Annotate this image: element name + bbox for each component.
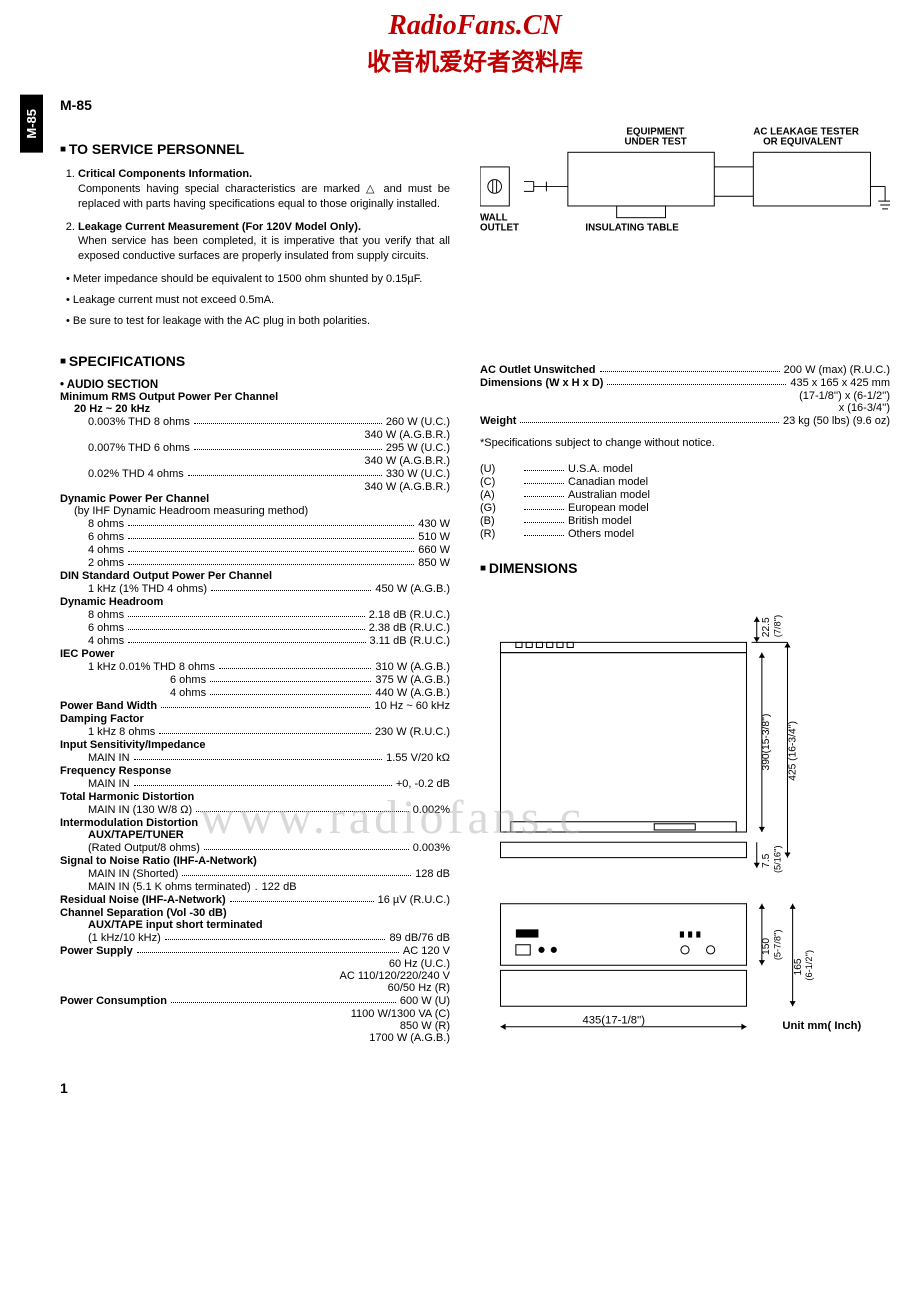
ps-v2: 60 Hz (U.C.): [60, 958, 450, 970]
dim-h-body: 390(15-3/8''): [761, 713, 772, 770]
note-1-title: Critical Components Information.: [78, 168, 252, 180]
dim-front-h2: 165: [793, 958, 804, 975]
spec-header: SPECIFICATIONS: [60, 353, 450, 369]
thd8-v2: 340 W (A.G.B.R.): [60, 429, 450, 441]
dim-front-h1: 150: [761, 937, 772, 954]
watermark-header: RadioFans.CN 收音机爱好者资料库: [60, 10, 890, 77]
fr-row: MAIN IN+0, -0.2 dB: [60, 778, 450, 790]
svg-text:(7/8''): (7/8''): [772, 614, 782, 636]
sens-row: MAIN IN1.55 V/20 kΩ: [60, 752, 450, 764]
ac-outlet-row: AC Outlet Unswitched200 W (max) (R.U.C.): [480, 364, 890, 376]
dimensions-diagram: 22.5 (7/8'') 390(15-3/8'') 425 (16-3/4''…: [480, 586, 890, 1058]
sens-label: Input Sensitivity/Impedance: [60, 739, 450, 751]
freq-range: 20 Hz ~ 20 kHz: [60, 403, 450, 415]
dim-unit: Unit mm( Inch): [782, 1019, 861, 1031]
note-2: Leakage Current Measurement (For 120V Mo…: [78, 220, 450, 265]
spec-notice: *Specifications subject to change withou…: [480, 437, 890, 449]
svg-text:OUTLET: OUTLET: [480, 222, 519, 233]
dp6-row: 6 ohms510 W: [60, 531, 450, 543]
chsep-sub: AUX/TAPE input short terminated: [60, 919, 450, 931]
chsep-row: (1 kHz/10 kHz)89 dB/76 dB: [60, 932, 450, 944]
snr2-row: MAIN IN (5.1 K ohms terminated).122 dB: [60, 881, 450, 893]
leakage-diagram: EQUIPMENT UNDER TEST AC LEAKAGE TESTER O…: [480, 123, 890, 260]
ps-v3: AC 110/120/220/240 V: [60, 970, 450, 982]
note-2-body: When service has been completed, it is i…: [78, 235, 450, 262]
ps-row: Power SupplyAC 120 V: [60, 945, 450, 957]
watermark-subtitle: 收音机爱好者资料库: [60, 42, 890, 77]
din-row: 1 kHz (1% THD 4 ohms)450 W (A.G.B.): [60, 583, 450, 595]
dim-row: Dimensions (W x H x D)435 x 165 x 425 mm: [480, 377, 890, 389]
note-1: Critical Components Information. Compone…: [78, 167, 450, 212]
snr1-row: MAIN IN (Shorted)128 dB: [60, 868, 450, 880]
dim-h-top: 22.5: [761, 617, 772, 637]
dh8-row: 8 ohms2.18 dB (R.U.C.): [60, 609, 450, 621]
din-label: DIN Standard Output Power Per Channel: [60, 570, 450, 582]
thd-row: MAIN IN (130 W/8 Ω)0.002%: [60, 804, 450, 816]
imd-sub: AUX/TAPE/TUNER: [60, 829, 450, 841]
dim-header: DIMENSIONS: [480, 560, 890, 576]
spec-section: SPECIFICATIONS • AUDIO SECTION Minimum R…: [60, 335, 890, 1061]
damp-label: Damping Factor: [60, 713, 450, 725]
dh6-row: 6 ohms2.38 dB (R.U.C.): [60, 622, 450, 634]
weight-row: Weight23 kg (50 lbs) (9.6 oz): [480, 415, 890, 427]
imd-row: (Rated Output/8 ohms)0.003%: [60, 842, 450, 854]
resn-row: Residual Noise (IHF-A-Network)16 µV (R.U…: [60, 894, 450, 906]
freq-resp-label: Frequency Response: [60, 765, 450, 777]
dim-h-total: 425 (16-3/4''): [788, 721, 799, 781]
thd4-v2: 340 W (A.G.B.R.): [60, 481, 450, 493]
bullet-3: Be sure to test for leakage with the AC …: [78, 314, 450, 329]
service-header: TO SERVICE PERSONNEL: [60, 141, 450, 157]
dyn-power-label: Dynamic Power Per Channel: [60, 493, 450, 505]
min-rms-label: Minimum RMS Output Power Per Channel: [60, 391, 450, 403]
pc-v4: 1700 W (A.G.B.): [60, 1032, 450, 1044]
damp-row: 1 kHz 8 ohms230 W (R.U.C.): [60, 726, 450, 738]
iec6-row: 6 ohms375 W (A.G.B.): [60, 674, 450, 686]
dim-v2: (17-1/8'') x (6-1/2''): [480, 390, 890, 402]
svg-text:(5-7/8''): (5-7/8''): [772, 929, 782, 960]
dim-h-foot: 7.5: [761, 853, 772, 868]
page: M-85 RadioFans.CN 收音机爱好者资料库 www.radiofan…: [0, 0, 920, 1136]
iec-label: IEC Power: [60, 648, 450, 660]
note-2-title: Leakage Current Measurement (For 120V Mo…: [78, 221, 361, 233]
svg-text:UNDER TEST: UNDER TEST: [624, 136, 686, 147]
svg-text:OR EQUIVALENT: OR EQUIVALENT: [763, 136, 842, 147]
note-1-body: Components having special characteristic…: [78, 183, 450, 210]
thd4-row: 0.02% THD 4 ohms330 W (U.C.): [60, 468, 450, 480]
dp2-row: 2 ohms850 W: [60, 557, 450, 569]
dp8-row: 8 ohms430 W: [60, 518, 450, 530]
imd-label: Intermodulation Distortion: [60, 817, 450, 829]
side-tab: M-85: [20, 95, 43, 153]
page-number: 1: [60, 1080, 890, 1096]
thd-title: Total Harmonic Distortion: [60, 791, 450, 803]
bullet-1: Meter impedance should be equivalent to …: [78, 272, 450, 287]
snr-label: Signal to Noise Ratio (IHF-A-Network): [60, 855, 450, 867]
dh4-row: 4 ohms3.11 dB (R.U.C.): [60, 635, 450, 647]
audio-section-label: • AUDIO SECTION: [60, 379, 450, 391]
watermark-title: RadioFans.CN: [60, 10, 890, 42]
bullet-2: Leakage current must not exceed 0.5mA.: [78, 293, 450, 308]
diagram-table-label: INSULATING TABLE: [585, 222, 679, 233]
service-section: TO SERVICE PERSONNEL Critical Components…: [60, 123, 890, 335]
thd6-row: 0.007% THD 6 ohms295 W (U.C.): [60, 442, 450, 454]
pc-row: Power Consumption600 W (U): [60, 995, 450, 1007]
dyn-method: (by IHF Dynamic Headroom measuring metho…: [60, 505, 450, 517]
dyn-head-label: Dynamic Headroom: [60, 596, 450, 608]
thd6-v2: 340 W (A.G.B.R.): [60, 455, 450, 467]
iec8-row: 1 kHz 0.01% THD 8 ohms310 W (A.G.B.): [60, 661, 450, 673]
dim-width: 435(17-1/8''): [583, 1014, 646, 1026]
service-notes: Critical Components Information. Compone…: [60, 167, 450, 329]
ps-v4: 60/50 Hz (R): [60, 982, 450, 994]
pc-v3: 850 W (R): [60, 1020, 450, 1032]
chsep-label: Channel Separation (Vol -30 dB): [60, 907, 450, 919]
thd8-row: 0.003% THD 8 ohms260 W (U.C.): [60, 416, 450, 428]
dp4-row: 4 ohms660 W: [60, 544, 450, 556]
dim-v3: x (16-3/4''): [480, 402, 890, 414]
svg-text:(5/16''): (5/16''): [772, 845, 782, 873]
model-codes: (U)U.S.A. model (C)Canadian model (A)Aus…: [480, 463, 890, 540]
iec4-row: 4 ohms440 W (A.G.B.): [60, 687, 450, 699]
pc-v2: 1100 W/1300 VA (C): [60, 1008, 450, 1020]
svg-text:(6-1/2''): (6-1/2''): [804, 950, 814, 981]
model-header: M-85: [60, 97, 890, 113]
pbw-row: Power Band Width10 Hz ~ 60 kHz: [60, 700, 450, 712]
